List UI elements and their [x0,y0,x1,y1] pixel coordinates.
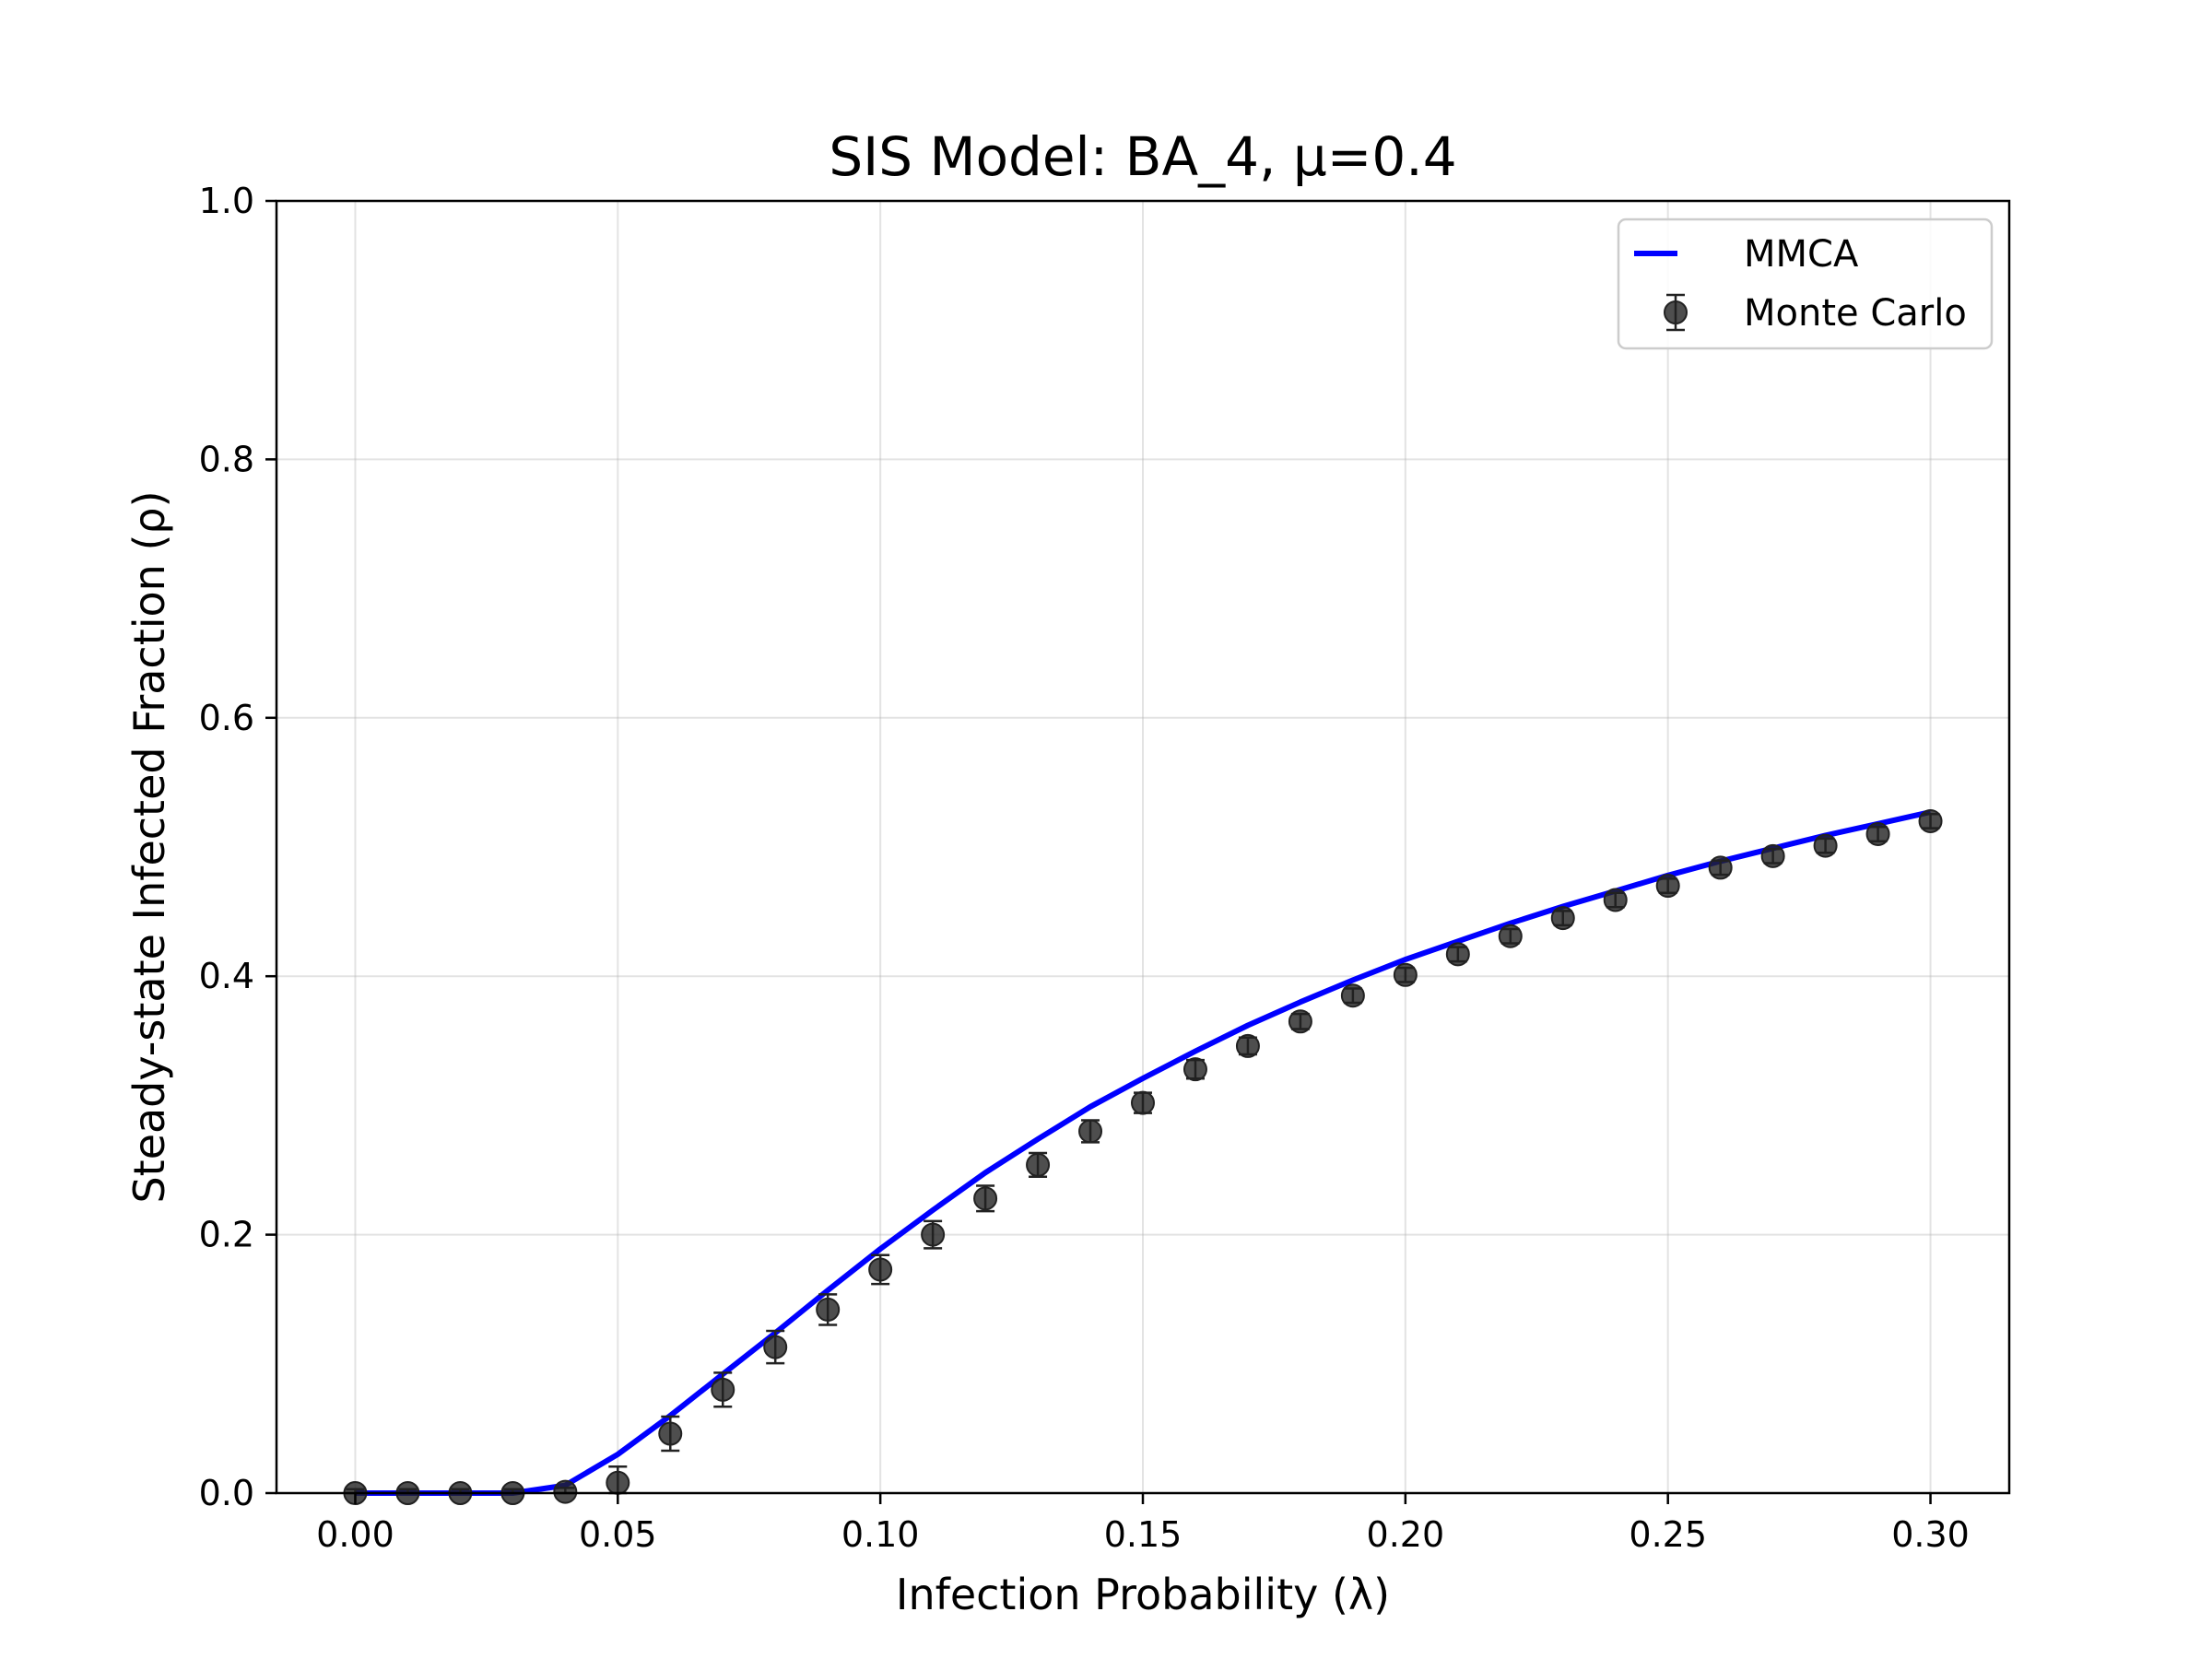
monte-carlo-point [1026,1151,1051,1178]
x-tick-label: 0.25 [1629,1514,1707,1555]
monte-carlo-marker [1288,1009,1312,1034]
monte-carlo-marker [1235,1033,1260,1058]
monte-carlo-point [1708,855,1733,880]
monte-carlo-marker [1655,874,1680,899]
monte-carlo-marker [973,1186,998,1211]
legend-monte-carlo-label: Monte Carlo [1744,292,1967,335]
monte-carlo-marker [1498,924,1523,948]
monte-carlo-marker [1550,906,1575,931]
monte-carlo-marker [816,1297,841,1322]
monte-carlo-point [816,1293,841,1326]
monte-carlo-point [1288,1009,1312,1034]
y-tick-label: 0.0 [199,1473,254,1513]
legend-monte-carlo-marker [1664,293,1688,332]
monte-carlo-marker [1918,808,1943,833]
monte-carlo-point [1235,1033,1260,1058]
x-tick-label: 0.15 [1104,1514,1182,1555]
legend-mmca-label: MMCA [1744,233,1859,276]
monte-carlo-marker [658,1421,683,1446]
monte-carlo-marker [921,1222,946,1247]
monte-carlo-point [1445,942,1470,967]
monte-carlo-marker [1760,843,1785,868]
monte-carlo-marker [1026,1152,1051,1177]
monte-carlo-point [868,1253,893,1286]
x-axis-label: Infection Probability (λ) [896,1570,1390,1619]
monte-carlo-point [1078,1119,1103,1144]
y-axis: 0.0 0.2 0.4 0.6 0.8 1.0 [199,181,276,1513]
chart-title: SIS Model: BA_4, μ=0.4 [829,125,1456,188]
monte-carlo-point [1131,1090,1155,1115]
monte-carlo-marker [553,1479,578,1504]
monte-carlo-point [1813,833,1838,858]
monte-carlo-point [711,1371,735,1408]
monte-carlo-point [1918,808,1943,833]
monte-carlo-point [1550,906,1575,931]
legend: MMCA Monte Carlo [1617,218,1994,350]
monte-carlo-marker [1182,1057,1207,1082]
monte-carlo-marker [1078,1119,1103,1144]
y-tick-label: 0.4 [199,956,254,996]
monte-carlo-marker [1340,983,1365,1008]
monte-carlo-marker [868,1257,893,1282]
monte-carlo-point [553,1479,578,1504]
monte-carlo-point [1340,983,1365,1008]
y-axis-label: Steady-state Infected Fraction (ρ) [124,490,174,1203]
x-axis: 0.00 0.05 0.10 0.15 0.20 0.25 0.30 [316,1493,1970,1555]
monte-carlo-marker [1813,833,1838,858]
monte-carlo-point [1655,874,1680,899]
legend-box [1617,218,1994,350]
y-tick-label: 0.6 [199,698,254,738]
monte-carlo-point [1182,1057,1207,1082]
x-tick-label: 0.05 [579,1514,657,1555]
x-tick-label: 0.00 [316,1514,394,1555]
monte-carlo-marker [1708,855,1733,880]
monte-carlo-marker [1865,821,1890,846]
monte-carlo-point [1498,924,1523,948]
monte-carlo-point [658,1415,683,1453]
monte-carlo-marker [1445,942,1470,967]
monte-carlo-marker [606,1470,630,1495]
monte-carlo-point [973,1184,998,1213]
monte-carlo-marker [1131,1090,1155,1115]
x-tick-label: 0.10 [841,1514,920,1555]
y-tick-label: 0.8 [199,439,254,479]
monte-carlo-marker [1393,962,1418,987]
monte-carlo-point [763,1329,788,1365]
monte-carlo-point [1603,888,1628,912]
x-tick-label: 0.20 [1367,1514,1445,1555]
monte-carlo-point [921,1219,946,1250]
monte-carlo-point [1393,962,1418,987]
monte-carlo-marker [763,1335,788,1359]
monte-carlo-point [1865,821,1890,846]
monte-carlo-point [1760,843,1785,868]
y-tick-label: 1.0 [199,181,254,221]
y-tick-label: 0.2 [199,1215,254,1255]
x-tick-label: 0.30 [1891,1514,1970,1555]
monte-carlo-marker [711,1377,735,1402]
monte-carlo-marker [1603,888,1628,912]
